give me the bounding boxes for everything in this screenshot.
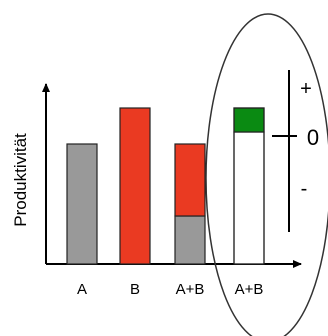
- x-tick-label-2: B: [130, 281, 140, 298]
- bar-3-segment-2: [174, 143, 206, 217]
- bar-1-segment-1: [66, 143, 98, 265]
- x-tick-label-4: A+B: [235, 281, 264, 298]
- scale-zero-label: 0: [307, 125, 319, 150]
- y-axis-arrow: [42, 83, 50, 92]
- bar-4-segment-2: [233, 107, 265, 133]
- y-axis-label: Produktivität: [11, 133, 30, 227]
- chart-scale: +0 -: [272, 70, 319, 232]
- x-tick-label-1: A: [77, 281, 87, 298]
- bar-4-segment-1: [233, 131, 265, 265]
- bar-3-segment-1: [174, 215, 206, 265]
- chart-bars: [66, 107, 265, 265]
- scale-minus-label: -: [301, 178, 308, 200]
- final-bar-outline: [233, 107, 265, 265]
- scale-plus-label: +: [300, 78, 312, 100]
- x-axis-arrow: [293, 260, 302, 268]
- chart-overlay: [205, 13, 328, 336]
- highlight-ellipse: [205, 13, 328, 336]
- bar-2-segment-1: [119, 107, 151, 265]
- x-tick-label-3: A+B: [176, 281, 205, 298]
- chart-ticks: A B A+B A+B: [77, 281, 263, 298]
